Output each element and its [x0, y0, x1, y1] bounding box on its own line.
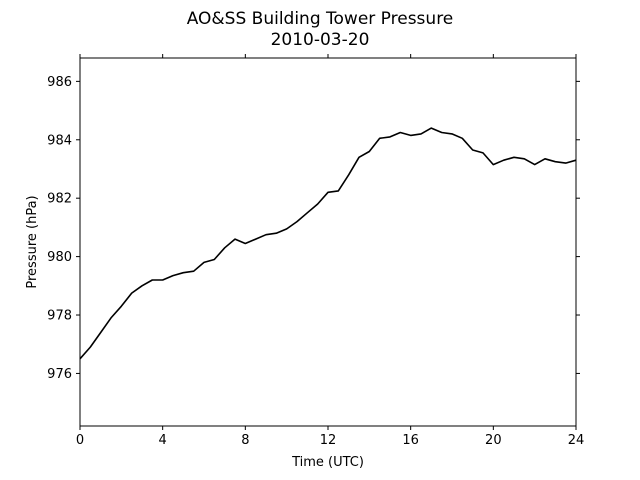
x-tick-label: 0 — [76, 433, 84, 448]
y-tick-label: 986 — [47, 75, 72, 90]
x-tick-label: 20 — [485, 433, 502, 448]
chart-title: AO&SS Building Tower Pressure — [187, 9, 454, 29]
x-axis-label: Time (UTC) — [291, 455, 364, 470]
plot-frame — [79, 57, 577, 427]
y-tick-label: 982 — [47, 192, 72, 207]
plot-area — [79, 127, 577, 360]
x-tick-label: 16 — [402, 433, 419, 448]
y-tick-label: 980 — [47, 250, 72, 265]
x-axis: 0 4 8 12 16 20 24 — [76, 54, 584, 448]
x-tick-label: 24 — [568, 433, 585, 448]
chart-subtitle: 2010-03-20 — [271, 30, 370, 50]
y-tick-label: 976 — [47, 367, 72, 382]
x-tick-label: 8 — [241, 433, 249, 448]
x-tick-label: 12 — [320, 433, 337, 448]
y-axis-label: Pressure (hPa) — [25, 195, 40, 288]
y-tick-label: 984 — [47, 133, 72, 148]
y-tick-label: 978 — [47, 309, 72, 324]
x-tick-label: 4 — [159, 433, 167, 448]
series-line-0 — [79, 127, 577, 360]
y-axis: 976 978 980 982 984 986 — [47, 75, 580, 382]
